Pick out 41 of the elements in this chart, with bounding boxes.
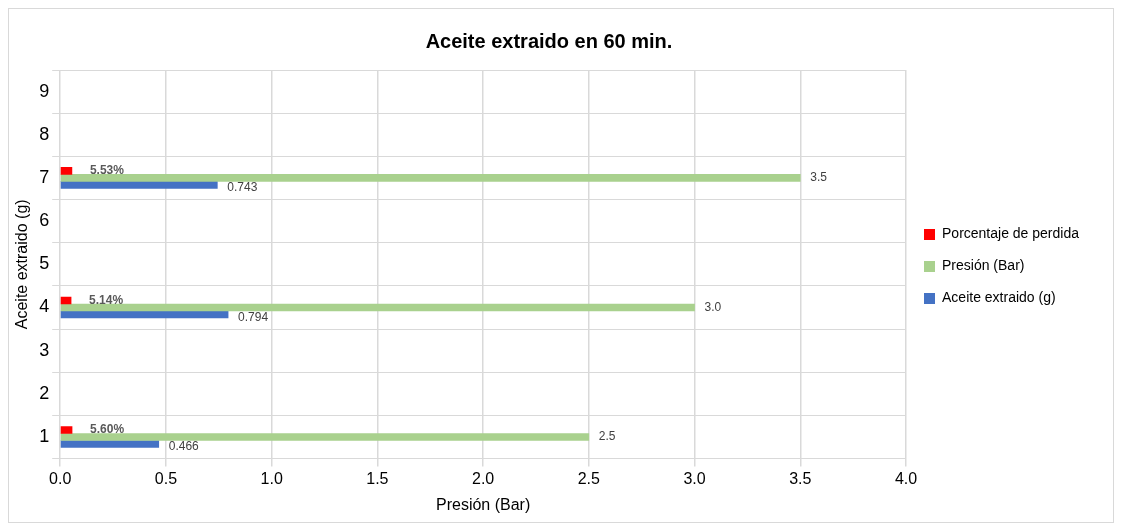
y-tick-label: 9 (39, 80, 50, 101)
data-label: 5.60% (90, 422, 125, 437)
x-tick-label: 1.0 (260, 469, 283, 487)
data-label: 5.53% (89, 163, 125, 178)
bar (60, 167, 73, 175)
x-axis-title: Presión (Bar) (435, 495, 531, 513)
x-tick-label: 1.5 (366, 469, 389, 487)
data-label: 3.5 (810, 170, 828, 185)
bar (60, 181, 218, 189)
data-label: 2.5 (598, 429, 616, 444)
x-tick-label: 0.0 (49, 469, 72, 487)
y-tick-label: 5 (39, 253, 50, 274)
x-tick-label: 2.0 (471, 469, 495, 487)
x-tick-label: 3.5 (789, 469, 812, 487)
data-label: 0.794 (238, 309, 269, 324)
bar (60, 440, 160, 448)
y-tick-label: 3 (39, 339, 50, 360)
data-label: 3.0 (704, 299, 722, 314)
y-tick-label: 4 (39, 296, 50, 317)
x-tick-label: 0.5 (154, 469, 178, 487)
legend-label: Presión (Bar) (942, 257, 1025, 274)
bar (60, 310, 229, 319)
y-tick-label: 8 (39, 123, 50, 144)
y-tick-label: 6 (39, 210, 50, 231)
data-label: 5.14% (89, 292, 124, 307)
bar (60, 303, 695, 312)
data-label: 0.743 (227, 180, 258, 195)
y-axis-title: Aceite extraido (g) (13, 199, 31, 330)
x-tick-label: 3.0 (683, 469, 706, 487)
y-tick-label: 1 (39, 425, 50, 446)
y-tick-label: 7 (39, 166, 50, 187)
legend-label: Porcentaje de perdida (942, 225, 1080, 242)
bar (60, 433, 590, 441)
bar (60, 426, 73, 434)
y-tick-label: 2 (39, 382, 50, 403)
legend-label: Aceite extraido (g) (942, 289, 1056, 306)
data-label: 0.466 (168, 439, 200, 454)
chart-title: Aceite extraido en 60 min. (425, 29, 673, 52)
x-tick-label: 2.5 (577, 469, 601, 487)
x-tick-label: 4.0 (894, 469, 918, 487)
bar (60, 174, 801, 182)
